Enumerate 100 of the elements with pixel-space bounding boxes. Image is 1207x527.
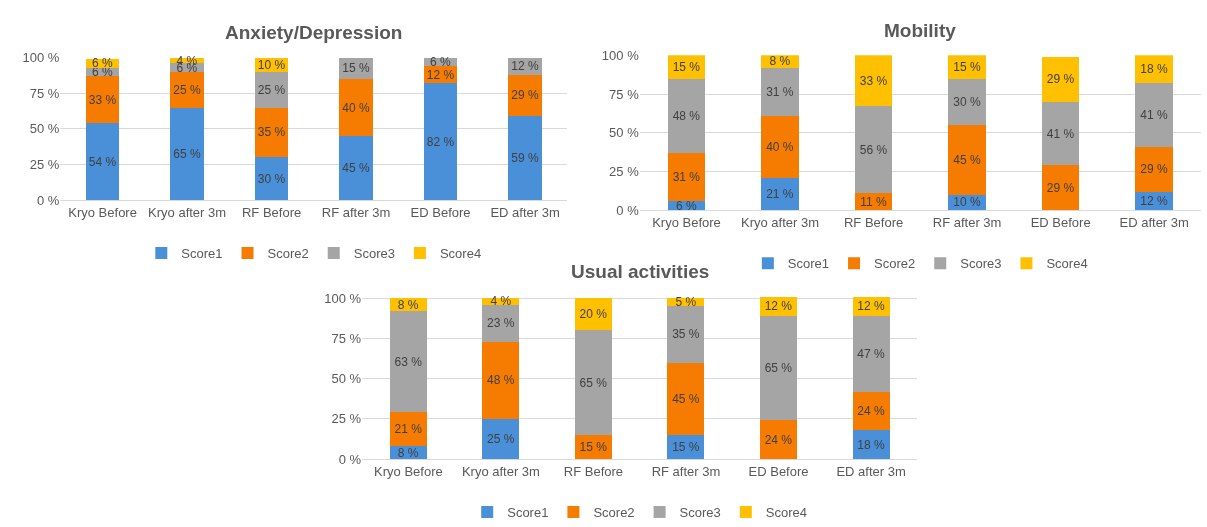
x-tick-label: RF after 3m <box>932 214 1002 230</box>
data-label: 8 % <box>769 54 791 69</box>
data-label: 65 % <box>173 146 201 161</box>
data-label: 15 % <box>953 59 981 74</box>
data-label: 8 % <box>397 297 419 312</box>
y-tick-label: 0 % <box>616 202 640 218</box>
x-tick-label: ED Before <box>1030 214 1091 230</box>
data-label: 56 % <box>859 142 888 157</box>
y-tick-label: 50 % <box>331 371 362 387</box>
y-tick-label: 75 % <box>29 85 60 101</box>
legend-label: Score3 <box>353 246 395 262</box>
data-label: 6 % <box>430 55 452 70</box>
bar <box>667 152 706 201</box>
data-label: 31 % <box>672 169 701 184</box>
data-label: 20 % <box>579 307 608 322</box>
data-label: 29 % <box>1140 162 1169 177</box>
bar <box>948 124 986 195</box>
x-tick-label: Kryo after 3m <box>461 463 540 479</box>
data-label: 18 % <box>857 437 885 452</box>
x-tick-label: RF after 3m <box>651 463 721 479</box>
data-label: 45 % <box>672 391 700 406</box>
data-label: 31 % <box>766 84 794 99</box>
legend-label: Score4 <box>1046 256 1088 272</box>
legend-label: Score1 <box>507 505 549 521</box>
data-label: 18 % <box>1140 62 1169 77</box>
data-label: 12 % <box>511 59 539 74</box>
data-label: 10 % <box>953 195 981 210</box>
data-label: 15 % <box>579 440 608 455</box>
bar <box>170 107 204 201</box>
bar <box>1041 101 1080 166</box>
y-tick-label: 0 % <box>338 451 362 467</box>
data-label: 35 % <box>257 125 286 140</box>
bar <box>667 306 705 363</box>
data-label: 8 % <box>397 445 419 460</box>
x-tick-label: ED Before <box>410 204 471 220</box>
bar <box>423 83 458 201</box>
bar <box>1135 83 1173 147</box>
y-tick-label: 100 % <box>22 50 60 66</box>
data-label: 11 % <box>860 194 887 209</box>
y-tick-label: 75 % <box>609 86 640 102</box>
data-label: 5 % <box>675 295 697 310</box>
y-tick-label: 100 % <box>601 47 640 63</box>
data-label: 25 % <box>173 82 201 97</box>
data-label: 47 % <box>857 346 885 361</box>
data-label: 63 % <box>394 354 423 369</box>
data-label: 25 % <box>487 432 515 446</box>
x-tick-label: Kryo Before <box>652 214 721 230</box>
bar <box>667 78 706 153</box>
y-tick-label: 25 % <box>331 411 362 427</box>
bar <box>854 106 893 194</box>
x-tick-label: ED Before <box>748 463 809 479</box>
y-tick-label: 25 % <box>29 157 60 173</box>
data-label: 48 % <box>487 373 515 388</box>
data-label: 24 % <box>764 432 793 447</box>
x-tick-label: Kryo Before <box>374 463 443 479</box>
x-tick-label: Kryo after 3m <box>741 214 820 230</box>
bar <box>852 315 890 392</box>
data-label: 40 % <box>342 100 370 115</box>
data-label: 35 % <box>672 327 700 342</box>
data-label: 12 % <box>764 299 793 314</box>
x-tick-label: Kryo after 3m <box>148 204 227 220</box>
legend-label: Score2 <box>267 246 309 262</box>
chart-title: Mobility <box>884 20 957 41</box>
bar <box>339 79 373 137</box>
bar <box>170 72 204 108</box>
data-label: 48 % <box>672 108 701 123</box>
x-tick-label: RF Before <box>563 463 624 479</box>
x-tick-label: RF Before <box>241 204 302 220</box>
data-label: 29 % <box>1046 180 1075 195</box>
legend-label: Score4 <box>439 246 482 262</box>
data-label: 30 % <box>257 171 286 186</box>
data-label: 40 % <box>766 139 794 154</box>
data-label: 54 % <box>88 154 117 169</box>
data-label: 82 % <box>426 134 455 149</box>
data-label: 15 % <box>672 59 701 74</box>
y-tick-label: 100 % <box>324 290 362 306</box>
data-label: 12 % <box>1140 193 1169 208</box>
bar <box>85 123 120 201</box>
bar <box>339 136 373 201</box>
data-label: 25 % <box>257 82 286 97</box>
data-label: 41 % <box>1140 107 1169 122</box>
legend-label: Score2 <box>874 256 916 272</box>
bar <box>1041 165 1080 211</box>
data-label: 15 % <box>342 61 370 76</box>
y-tick-label: 0 % <box>36 192 60 208</box>
bar <box>389 311 427 413</box>
bar <box>389 412 427 447</box>
data-label: 21 % <box>766 186 794 201</box>
x-tick-label: ED after 3m <box>836 463 906 479</box>
bar <box>948 78 986 125</box>
bar <box>1041 56 1080 102</box>
bar <box>482 341 520 419</box>
data-label: 4 % <box>490 294 512 309</box>
data-label: 6 % <box>675 198 697 213</box>
chart-title: Usual activities <box>571 261 710 282</box>
data-label: 65 % <box>764 361 793 376</box>
data-label: 12 % <box>857 299 885 314</box>
legend-label: Score1 <box>787 256 830 272</box>
y-tick-label: 75 % <box>331 330 362 346</box>
data-label: 29 % <box>511 88 539 103</box>
